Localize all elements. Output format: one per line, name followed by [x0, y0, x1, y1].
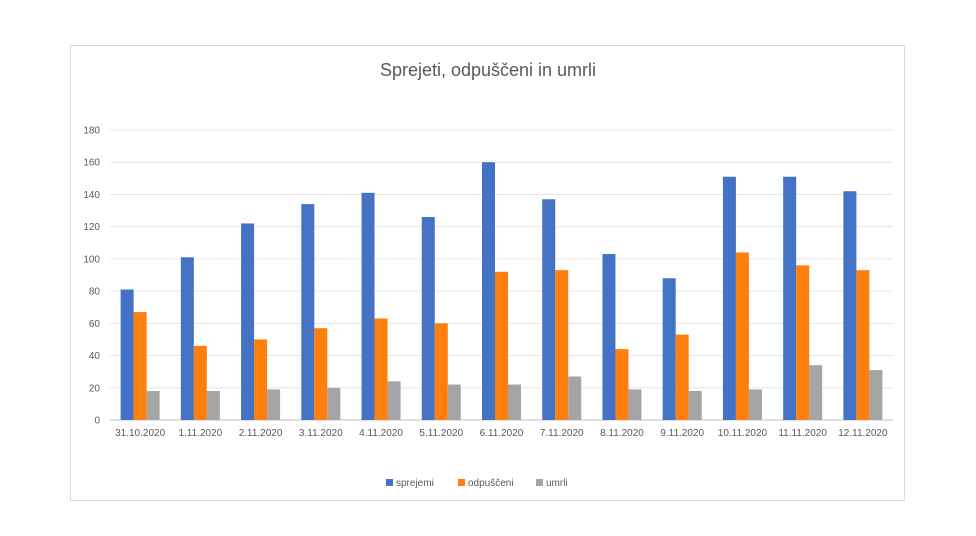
bar-odpuščeni: [735, 252, 749, 420]
y-tick-label: 80: [89, 287, 101, 298]
y-tick-label: 100: [83, 254, 100, 265]
bar-odpuščeni: [254, 339, 268, 420]
y-tick-label: 140: [83, 190, 100, 201]
bar-odpuščeni: [555, 270, 569, 420]
x-axis-ticks: 31.10.2020 1.11.2020 2.11.2020 3.11.2020 4.1…: [115, 428, 888, 439]
x-tick-label: 5.11.2020: [419, 428, 463, 439]
legend: sprejemi odpuščeni umrli: [386, 478, 568, 489]
bar-odpuščeni: [193, 345, 207, 420]
legend-swatch: [536, 479, 543, 486]
bar-umrli: [568, 376, 582, 420]
y-tick-label: 0: [94, 416, 100, 427]
x-tick-label: 9.11.2020: [660, 428, 704, 439]
bar-odpuščeni: [133, 312, 147, 420]
x-tick-label: 11.11.2020: [778, 428, 827, 439]
bar-umrli: [688, 391, 702, 420]
x-tick-label: 2.11.2020: [239, 428, 283, 439]
y-tick-label: 180: [83, 126, 100, 137]
legend-swatch: [386, 479, 393, 486]
y-tick-label: 60: [89, 319, 101, 330]
bar-sprejemi: [482, 162, 495, 420]
y-axis-ticks: 0 20 40 60 80 100 120 140 160 180: [83, 126, 100, 427]
bar-sprejemi: [843, 191, 857, 420]
bar-sprejemi: [241, 223, 255, 420]
bar-umrli: [206, 391, 220, 420]
bar-odpuščeni: [856, 270, 870, 420]
bar-umrli: [387, 381, 401, 420]
bar-odpuščeni: [675, 334, 689, 420]
x-tick-label: 31.10.2020: [115, 428, 165, 439]
x-tick-label: 8.11.2020: [600, 428, 644, 439]
bar-umrli: [447, 384, 461, 420]
bar-umrli: [809, 365, 823, 420]
x-tick-label: 3.11.2020: [299, 428, 343, 439]
bar-sprejemi: [301, 204, 315, 420]
bar-sprejemi: [602, 254, 616, 420]
bar-odpuščeni: [615, 349, 629, 420]
bar-sprejemi: [361, 192, 375, 420]
bar-sprejemi: [421, 217, 435, 420]
legend-label: odpuščeni: [468, 478, 514, 489]
bar-umrli: [267, 389, 281, 420]
bar-sprejemi: [120, 289, 134, 420]
x-tick-label: 6.11.2020: [480, 428, 524, 439]
bar-odpuščeni: [796, 265, 810, 420]
bar-umrli: [748, 389, 762, 420]
bar-umrli: [628, 389, 642, 420]
legend-label: umrli: [546, 478, 568, 489]
bars: [120, 162, 883, 420]
x-tick-label: 4.11.2020: [359, 428, 403, 439]
bar-sprejemi: [722, 176, 736, 420]
x-tick-label: 7.11.2020: [540, 428, 584, 439]
bar-sprejemi: [180, 257, 194, 420]
bar-umrli: [146, 391, 160, 420]
y-tick-label: 120: [83, 222, 100, 233]
chart-frame: Sprejeti, odpuščeni in umrli 0 20 40 60 80 10…: [70, 45, 905, 501]
bar-odpuščeni: [374, 318, 388, 420]
bar-sprejemi: [783, 176, 797, 420]
bar-sprejemi: [542, 199, 556, 420]
legend-label: sprejemi: [396, 478, 434, 489]
x-tick-label: 10.11.2020: [718, 428, 768, 439]
bar-odpuščeni: [314, 328, 328, 420]
y-tick-label: 160: [83, 158, 100, 169]
legend-swatch: [458, 479, 465, 486]
bar-umrli: [508, 384, 521, 420]
bar-chart: Sprejeti, odpuščeni in umrli 0 20 40 60 80 10…: [83, 60, 893, 489]
bar-sprejemi: [662, 278, 676, 420]
bar-umrli: [327, 387, 341, 420]
x-tick-label: 1.11.2020: [178, 428, 222, 439]
y-tick-label: 40: [89, 351, 101, 362]
bar-odpuščeni: [495, 271, 508, 420]
bar-umrli: [869, 370, 883, 420]
y-tick-label: 20: [89, 383, 101, 394]
x-tick-label: 12.11.2020: [838, 428, 888, 439]
bar-odpuščeni: [434, 323, 448, 420]
chart-title: Sprejeti, odpuščeni in umrli: [380, 60, 596, 80]
